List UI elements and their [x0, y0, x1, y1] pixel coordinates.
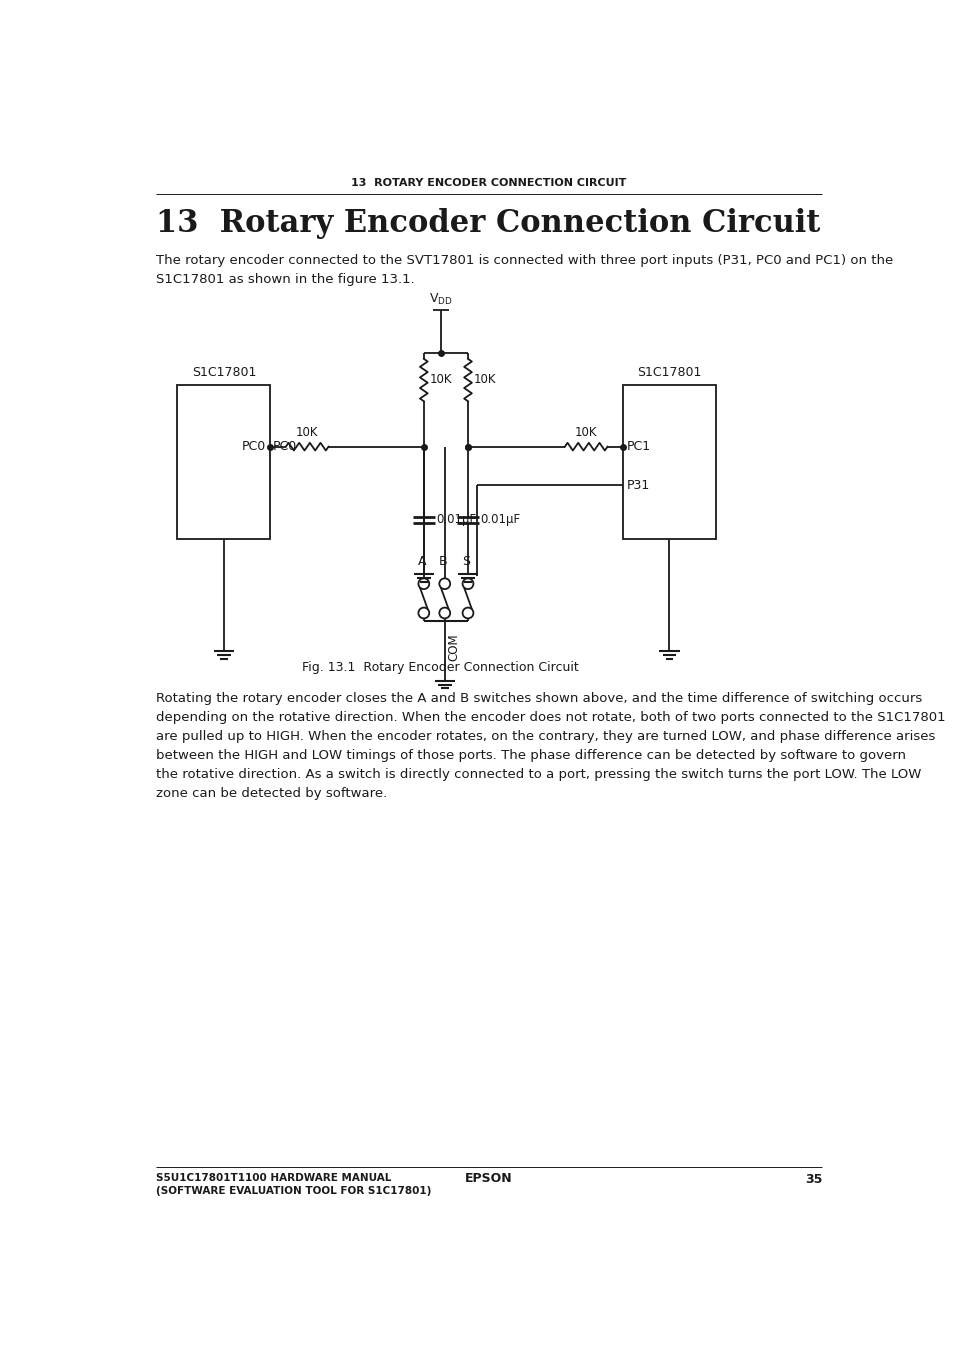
Text: 35: 35: [804, 1173, 821, 1186]
Text: 13  Rotary Encoder Connection Circuit: 13 Rotary Encoder Connection Circuit: [155, 208, 820, 239]
Text: P31: P31: [626, 479, 649, 492]
Text: 10K: 10K: [429, 373, 452, 386]
Text: V$_\mathregular{DD}$: V$_\mathregular{DD}$: [429, 291, 453, 306]
Text: 10K: 10K: [575, 426, 597, 439]
Bar: [177, 386, 270, 539]
Text: S5U1C17801T1100 HARDWARE MANUAL
(SOFTWARE EVALUATION TOOL FOR S1C17801): S5U1C17801T1100 HARDWARE MANUAL (SOFTWAR…: [155, 1173, 431, 1196]
Text: 10K: 10K: [473, 373, 496, 386]
Text: S1C17801: S1C17801: [192, 365, 255, 379]
Text: PC0: PC0: [273, 441, 296, 453]
Text: 10K: 10K: [295, 426, 318, 439]
Text: 0.01μF: 0.01μF: [436, 514, 476, 526]
Text: The rotary encoder connected to the SVT17801 is connected with three port inputs: The rotary encoder connected to the SVT1…: [155, 255, 892, 286]
Text: 13  ROTARY ENCODER CONNECTION CIRCUIT: 13 ROTARY ENCODER CONNECTION CIRCUIT: [351, 178, 626, 189]
Text: B: B: [438, 554, 447, 568]
Text: PC0: PC0: [242, 441, 266, 453]
Text: S1C17801: S1C17801: [637, 365, 701, 379]
Text: COM: COM: [447, 634, 460, 662]
Text: Rotating the rotary encoder closes the A and B switches shown above, and the tim: Rotating the rotary encoder closes the A…: [155, 692, 944, 799]
Text: PC1: PC1: [626, 441, 650, 453]
Text: Fig. 13.1  Rotary Encoder Connection Circuit: Fig. 13.1 Rotary Encoder Connection Circ…: [302, 661, 578, 674]
Text: 0.01μF: 0.01μF: [480, 514, 520, 526]
Bar: [622, 386, 716, 539]
Text: S: S: [462, 554, 470, 568]
Text: A: A: [417, 554, 426, 568]
Text: EPSON: EPSON: [465, 1171, 512, 1185]
